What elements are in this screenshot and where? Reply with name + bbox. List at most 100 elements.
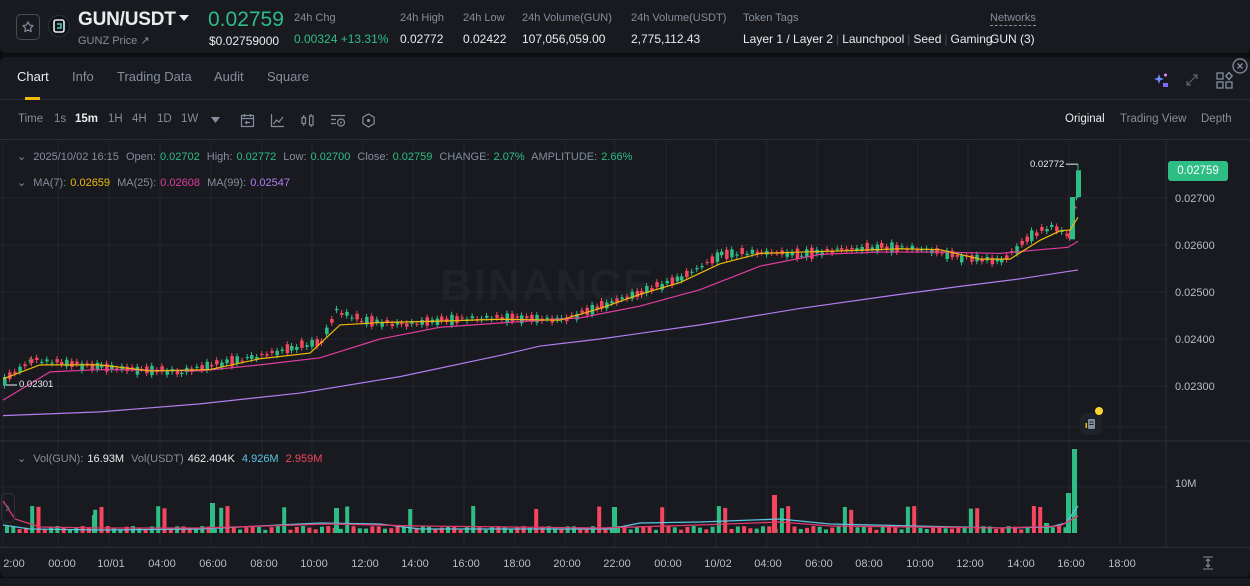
close-value: 0.02759 <box>392 151 433 163</box>
change-value: 2.07% <box>493 151 525 163</box>
time-axis-label: 12:00 <box>351 558 379 570</box>
widgets-layout-icon[interactable] <box>1214 70 1234 90</box>
vol-ma2-value: 2.959M <box>285 453 323 465</box>
vol-usdt-value: 462.404K <box>187 453 235 465</box>
bottom-strip <box>0 578 1250 586</box>
stat-label: 24h Volume(USDT) <box>631 12 727 24</box>
tab-trading-data[interactable]: Trading Data <box>117 69 192 84</box>
chart-tabs: Chart Info Trading Data Audit Square <box>0 57 1250 100</box>
star-icon <box>22 21 34 33</box>
ma99-label: MA(99): <box>207 177 247 189</box>
stat-label: 24h High <box>400 12 445 24</box>
ticker-header: GUN/USDT GUNZ Price ↗ 0.02759 $0.0275900… <box>0 0 1250 53</box>
chart-canvas[interactable] <box>0 141 1250 577</box>
close-circle-icon[interactable] <box>1231 57 1249 75</box>
networks[interactable]: Networks GUN (3) <box>990 12 1036 46</box>
collapse-chevron-icon[interactable]: ⌄ <box>17 177 27 189</box>
stat-24h-volume-gun: 24h Volume(GUN) 107,056,059.00 <box>522 12 612 46</box>
open-value: 0.02702 <box>159 151 200 163</box>
coin-price-link[interactable]: GUNZ Price ↗ <box>78 35 150 47</box>
open-label: Open: <box>125 151 156 163</box>
high-label: High: <box>206 151 233 163</box>
chart-settings-list-icon[interactable] <box>329 111 347 129</box>
view-depth[interactable]: Depth <box>1201 113 1232 125</box>
interval-1d[interactable]: 1D <box>157 113 172 125</box>
time-axis-label: 20:00 <box>553 558 581 570</box>
price-axis-label: 0.02700 <box>1175 193 1215 205</box>
token-tags: Token Tags Layer 1 / Layer 2 | Launchpool |… <box>743 12 993 46</box>
tag-link[interactable]: Launchpool <box>842 32 905 46</box>
expand-panel-handle[interactable] <box>1 493 15 523</box>
current-price-tag: 0.02759 <box>1168 161 1228 181</box>
networks-label[interactable]: Networks <box>990 12 1036 26</box>
hexagon-settings-icon[interactable] <box>359 111 377 129</box>
tag-link[interactable]: Gaming <box>950 32 993 46</box>
view-original[interactable]: Original <box>1065 113 1105 125</box>
pair-dropdown-caret-icon[interactable] <box>179 15 189 21</box>
auto-scale-icon[interactable] <box>1200 555 1216 571</box>
price-axis-label: 0.02400 <box>1175 334 1215 346</box>
stat-label: 24h Volume(GUN) <box>522 12 612 24</box>
price-axis-label: 0.02600 <box>1175 240 1215 252</box>
collapse-chevron-icon[interactable]: ⌄ <box>17 453 27 465</box>
stat-value: 0.02422 <box>463 32 507 46</box>
amplitude-label: AMPLITUDE: <box>531 151 598 163</box>
price-axis-label: 0.02300 <box>1175 381 1215 393</box>
calendar-icon[interactable] <box>238 111 256 129</box>
candle-type-icon[interactable] <box>298 111 316 129</box>
stat-label: 24h Low <box>463 12 505 24</box>
time-axis-label: 04:00 <box>754 558 782 570</box>
low-label: Low: <box>283 151 307 163</box>
time-axis-label: 08:00 <box>855 558 883 570</box>
amplitude-value: 2.66% <box>601 151 633 163</box>
indicator-chart-icon[interactable] <box>268 111 286 129</box>
stat-24h-high: 24h High 0.02772 <box>400 12 444 46</box>
stat-value: 0.00324 +13.31% <box>294 32 389 46</box>
usd-price: $0.02759000 <box>209 34 280 48</box>
time-axis-label: 06:00 <box>199 558 227 570</box>
pair-selector[interactable]: GUN/USDT <box>78 9 176 30</box>
interval-15m[interactable]: 15m <box>75 113 99 125</box>
interval-1h[interactable]: 1H <box>108 113 123 125</box>
time-axis-label: 14:00 <box>1007 558 1035 570</box>
caret-down-icon[interactable] <box>209 115 221 125</box>
token-tags-list: Layer 1 / Layer 2 | Launchpool | Seed | Gaming <box>743 32 993 46</box>
interval-1s[interactable]: 1s <box>54 113 67 125</box>
chart-panel: Chart Info Trading Data Audit Square Tim… <box>0 57 1250 577</box>
time-axis-label: 14:00 <box>401 558 429 570</box>
interval-time[interactable]: Time <box>18 113 44 125</box>
ai-sparkle-icon[interactable] <box>1152 71 1170 89</box>
tab-square[interactable]: Square <box>267 69 309 84</box>
view-trading-view[interactable]: Trading View <box>1120 113 1187 125</box>
time-axis-label: 2:00 <box>3 558 25 570</box>
tab-audit[interactable]: Audit <box>214 69 244 84</box>
time-axis-label: 06:00 <box>805 558 833 570</box>
interval-4h[interactable]: 4H <box>132 113 147 125</box>
stat-value: 0.02772 <box>400 32 444 46</box>
ma25-label: MA(25): <box>117 177 157 189</box>
tag-link[interactable]: Layer 1 / Layer 2 <box>743 32 834 46</box>
vol-gun-label: Vol(GUN): <box>33 453 84 465</box>
ohlc-legend: ⌄ 2025/10/02 16:15 Open: 0.02702 High: 0.0… <box>17 150 636 163</box>
stat-24h-change: 24h Chg 0.00324 +13.31% <box>294 12 388 46</box>
stat-24h-volume-usdt: 24h Volume(USDT) 2,775,112.43 <box>631 12 726 46</box>
time-axis-label: 12:00 <box>956 558 984 570</box>
time-axis-label: 10/02 <box>704 558 732 570</box>
candlestick-chart[interactable]: BINANCE ⌄ 2025/10/02 16:15 Open:0.02702 … <box>0 141 1250 577</box>
collapse-chevron-icon[interactable]: ⌄ <box>17 151 27 163</box>
notes-icon[interactable] <box>1080 407 1103 435</box>
tab-info[interactable]: Info <box>72 69 94 84</box>
vol-ma1-value: 4.926M <box>241 453 279 465</box>
tab-chart[interactable]: Chart <box>17 69 49 84</box>
token-tags-label: Token Tags <box>743 12 799 24</box>
interval-1w[interactable]: 1W <box>181 113 199 125</box>
price-axis-label: 0.02500 <box>1175 287 1215 299</box>
time-axis-label: 08:00 <box>250 558 278 570</box>
stat-value: 107,056,059.00 <box>522 32 606 46</box>
ma7-value: 0.02659 <box>70 177 111 189</box>
expand-icon[interactable] <box>1183 71 1201 89</box>
time-axis-label: 10:00 <box>906 558 934 570</box>
favorite-button[interactable] <box>16 14 40 40</box>
tag-link[interactable]: Seed <box>913 32 942 46</box>
time-axis-label: 16:00 <box>1057 558 1085 570</box>
